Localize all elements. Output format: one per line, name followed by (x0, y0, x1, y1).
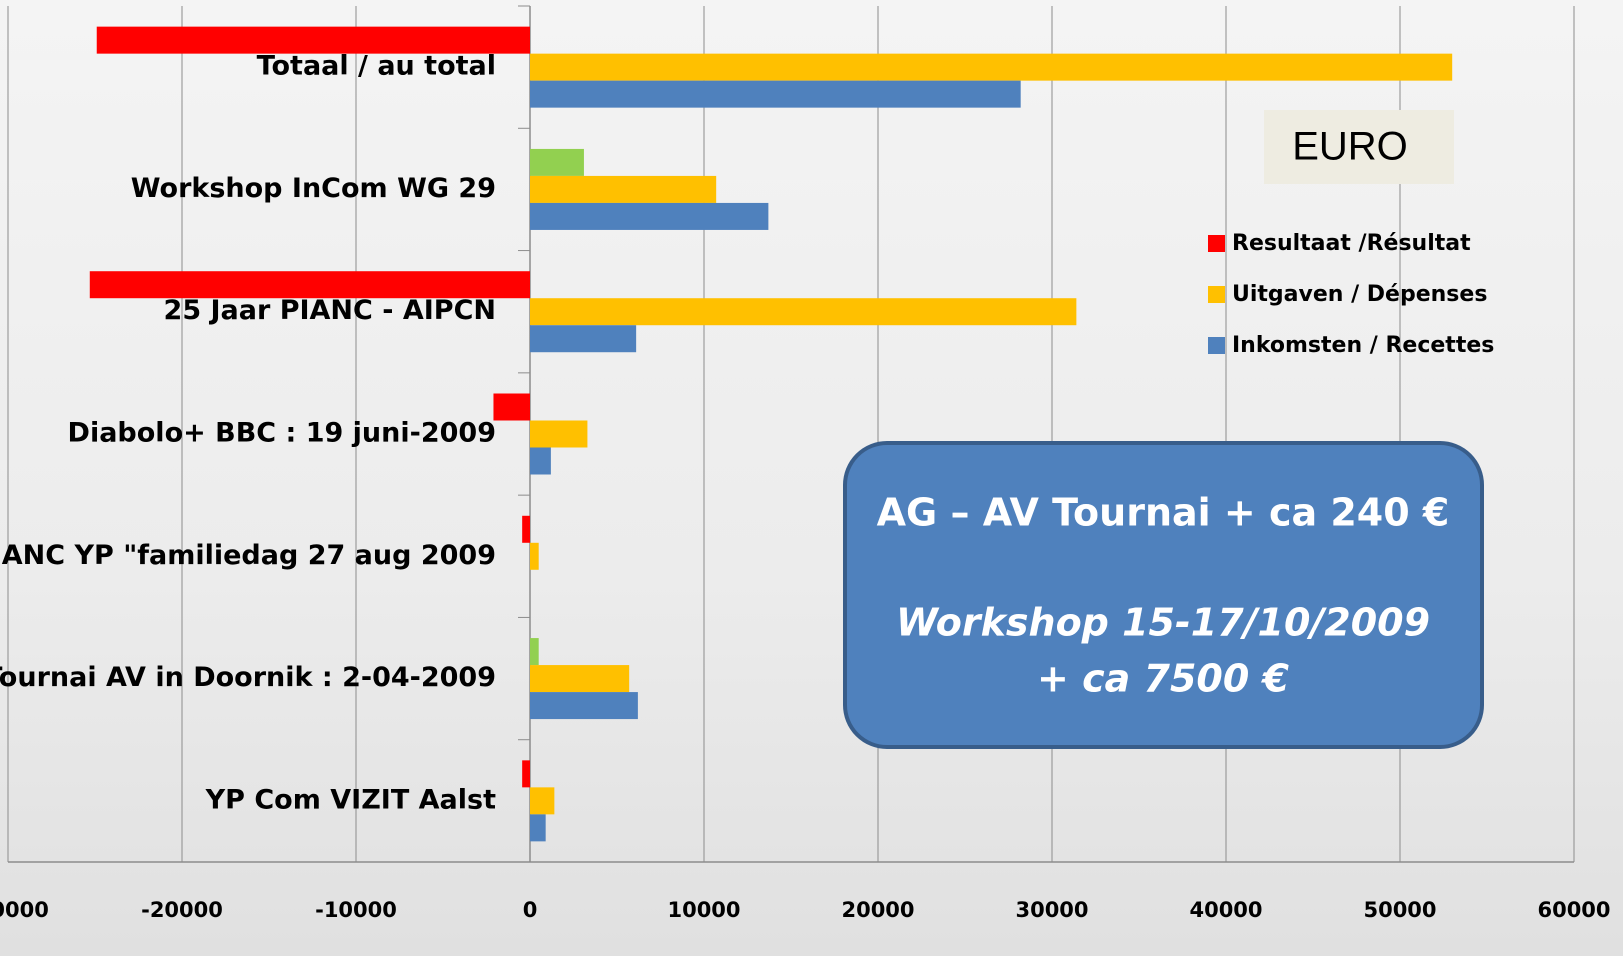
chart: EURO AG – AV Tournai + ca 240 € Workshop… (0, 0, 1623, 956)
bar (530, 543, 539, 570)
callout-line: AG – AV Tournai + ca 240 € (877, 491, 1450, 535)
bar (530, 692, 638, 719)
callout-line: Workshop 15-17/10/2009 (896, 601, 1430, 645)
bar (530, 176, 716, 203)
y-tick-label: Workshop InCom WG 29 (131, 173, 496, 204)
bar (530, 665, 629, 692)
x-tick-label: 30000 (1015, 898, 1088, 922)
y-tick-label: Tournai AV in Doornik : 2-04-2009 (0, 662, 496, 693)
y-tick-label: Totaal / au total (257, 51, 496, 82)
bar (530, 814, 546, 841)
x-tick-label: -10000 (315, 898, 397, 922)
legend-swatch (1208, 235, 1225, 252)
bar (530, 149, 584, 176)
bar (97, 27, 530, 54)
bar (530, 298, 1076, 325)
bar (530, 638, 539, 665)
x-tick-label: -20000 (141, 898, 223, 922)
x-tick-label: 40000 (1189, 898, 1262, 922)
callout-box (845, 443, 1482, 747)
bar (90, 271, 530, 298)
bar (530, 54, 1452, 81)
bar (522, 760, 530, 787)
bar (530, 325, 636, 352)
x-tick-label: 50000 (1363, 898, 1436, 922)
bar (530, 203, 768, 230)
bar (530, 448, 551, 475)
bar (493, 394, 530, 421)
legend-label: Uitgaven / Dépenses (1232, 282, 1487, 307)
y-tick-label: 25 Jaar PIANC - AIPCN (164, 295, 496, 326)
y-tick-label: PIANC YP "familiedag 27 aug 2009 (0, 540, 496, 571)
y-tick-label: Diabolo+ BBC : 19 juni-2009 (68, 418, 496, 449)
bar (530, 81, 1021, 108)
bar (530, 421, 587, 448)
x-tick-label: -30000 (0, 898, 49, 922)
y-tick-label: YP Com VIZIT Aalst (205, 784, 496, 815)
x-tick-label: 10000 (667, 898, 740, 922)
bar (522, 516, 530, 543)
x-tick-label: 0 (523, 898, 538, 922)
euro-label: EURO (1292, 125, 1408, 169)
callout-line: + ca 7500 € (1037, 657, 1289, 701)
bar (530, 787, 554, 814)
legend-label: Inkomsten / Recettes (1232, 333, 1494, 358)
x-tick-label: 60000 (1537, 898, 1610, 922)
legend-label: Resultaat /Résultat (1232, 231, 1471, 256)
x-tick-label: 20000 (841, 898, 914, 922)
legend-swatch (1208, 286, 1225, 303)
legend-swatch (1208, 337, 1225, 354)
